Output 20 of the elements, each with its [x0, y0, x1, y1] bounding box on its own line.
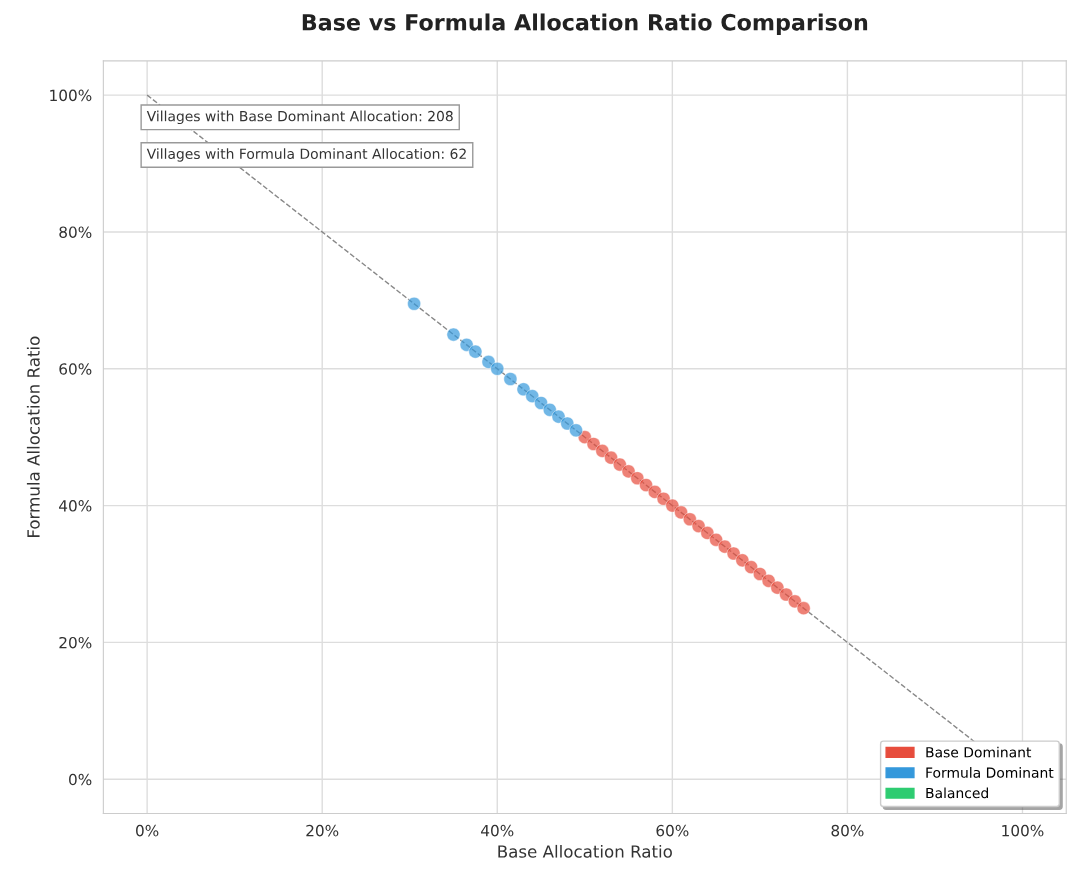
x-tick-label: 60%: [656, 824, 689, 837]
annotation: Villages with Base Dominant Allocation: 208: [146, 110, 453, 125]
chart-title: Base vs Formula Allocation Ratio Comparison: [302, 13, 868, 35]
x-tick-label: 20%: [306, 824, 339, 837]
x-axis-title: Base Allocation Ratio: [498, 844, 672, 858]
y-tick-label: 100%: [50, 89, 92, 102]
x-tick-label: 40%: [481, 824, 514, 837]
y-tick-label: 60%: [59, 363, 92, 375]
y-tick-label: 20%: [59, 636, 92, 649]
x-tick-label: 100%: [1002, 824, 1044, 837]
annotation: Villages with Formula Dominant Allocation: 62: [146, 148, 466, 162]
legend-label: Formula Dominant: [926, 767, 1054, 778]
x-tick-label: 80%: [831, 824, 864, 837]
x-tick-label: 0%: [136, 824, 159, 837]
y-axis-title: Formula Allocation Ratio: [26, 336, 40, 537]
y-tick-label: 0%: [69, 773, 92, 786]
y-tick-label: 80%: [59, 226, 92, 238]
legend-label: Base Dominant: [926, 746, 1032, 758]
y-tick-label: 40%: [59, 500, 92, 512]
legend-label: Balanced: [926, 787, 988, 799]
